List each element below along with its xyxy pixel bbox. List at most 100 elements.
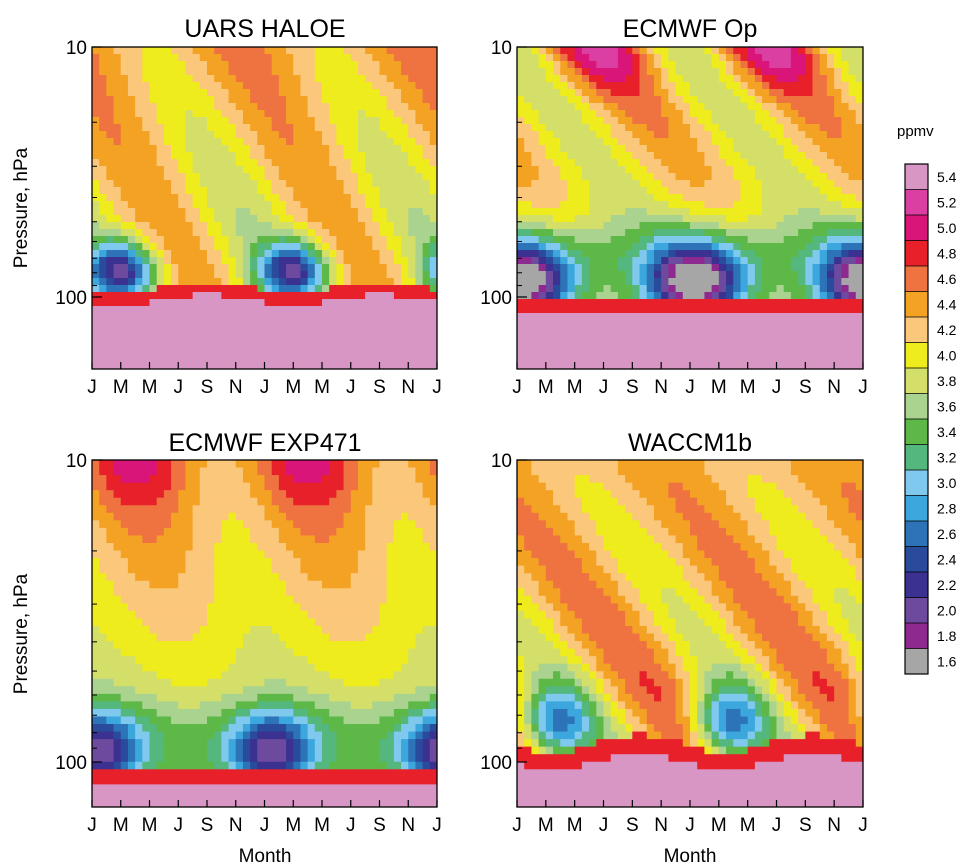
uars-haloe-cell: [322, 103, 330, 111]
ecmwf-op-cell: [646, 61, 655, 69]
uars-haloe-cell: [178, 47, 187, 55]
ecmwf-op-cell: [589, 215, 597, 223]
ecmwf-op-cell: [841, 334, 850, 342]
ecmwf-op-cell: [690, 278, 698, 286]
ecmwf-op-cell: [545, 334, 554, 342]
ecmwf-exp471-cell: [92, 693, 100, 702]
ecmwf-op-cell: [632, 194, 641, 202]
uars-haloe-cell: [286, 61, 294, 69]
ecmwf-op-cell: [834, 257, 842, 265]
uars-haloe-cell: [307, 124, 316, 132]
ecmwf-op-cell: [545, 159, 554, 167]
uars-haloe-cell: [221, 348, 230, 356]
ecmwf-op-cell: [517, 292, 525, 300]
uars-haloe-cell: [293, 250, 302, 258]
ecmwf-op-cell: [783, 194, 792, 202]
ecmwf-op-cell: [617, 341, 626, 349]
ecmwf-exp471-cell: [142, 761, 151, 770]
uars-haloe-cell: [192, 110, 201, 118]
uars-haloe-cell: [242, 313, 251, 321]
ecmwf-op-cell: [560, 327, 569, 335]
ecmwf-op-cell: [567, 89, 576, 97]
uars-haloe-cell: [343, 236, 352, 244]
ecmwf-op-cell: [747, 124, 756, 132]
ecmwf-op-cell: [625, 159, 633, 167]
ecmwf-op-cell: [812, 138, 821, 146]
ecmwf-exp471-cell: [106, 588, 115, 597]
ecmwf-op-cell: [704, 194, 713, 202]
ecmwf-op-cell: [596, 271, 605, 279]
ecmwf-op-cell: [596, 320, 605, 328]
ecmwf-op-cell: [848, 54, 857, 62]
uars-haloe-cell: [127, 152, 136, 160]
uars-haloe-cell: [221, 145, 230, 153]
uars-haloe-cell: [178, 236, 187, 244]
uars-haloe-cell: [92, 152, 100, 160]
ecmwf-op-cell: [617, 110, 626, 118]
ecmwf-op-cell: [625, 285, 633, 293]
uars-haloe-cell: [408, 138, 417, 146]
ecmwf-exp471-cell: [171, 595, 179, 604]
uars-haloe-cell: [214, 341, 222, 349]
ecmwf-exp471-cell: [99, 799, 107, 807]
uars-haloe-cell: [242, 355, 251, 363]
ecmwf-op-cell: [834, 243, 842, 251]
uars-haloe-cell: [142, 285, 151, 293]
uars-haloe-cell: [250, 292, 258, 300]
uars-haloe-cell: [357, 152, 366, 160]
ecmwf-op-cell: [769, 82, 778, 90]
uars-haloe-cell: [393, 173, 402, 181]
uars-haloe-cell: [207, 327, 215, 335]
ecmwf-exp471-cell: [149, 791, 158, 801]
uars-haloe-cell: [300, 159, 309, 167]
uars-haloe-cell: [307, 89, 316, 97]
ecmwf-op-cell: [531, 89, 540, 97]
ecmwf-op-cell: [639, 257, 648, 265]
uars-haloe-cell: [221, 61, 230, 69]
uars-haloe-cell: [357, 124, 366, 132]
uars-haloe-cell: [214, 47, 222, 55]
uars-haloe-cell: [386, 82, 395, 90]
ecmwf-exp471-cell: [92, 505, 100, 514]
ecmwf-exp471-cell: [163, 708, 172, 718]
ecmwf-op-cell: [740, 264, 749, 272]
ecmwf-op-cell: [646, 334, 655, 342]
uars-haloe-cell: [250, 131, 258, 139]
ecmwf-op-cell: [617, 54, 626, 62]
uars-haloe-cell: [142, 292, 151, 300]
uars-haloe-cell: [228, 264, 237, 272]
uars-haloe-cell: [214, 355, 222, 363]
uars-haloe-cell: [372, 194, 381, 202]
ecmwf-exp471-cell: [99, 776, 107, 785]
ecmwf-op-cell: [581, 334, 590, 342]
uars-haloe-cell: [293, 222, 302, 230]
uars-haloe-cell: [264, 173, 273, 181]
uars-haloe-cell: [365, 271, 373, 279]
ecmwf-op-cell: [617, 47, 626, 55]
ecmwf-op-cell: [790, 320, 799, 328]
ecmwf-op-cell: [617, 292, 626, 300]
ecmwf-exp471-cell: [156, 701, 165, 710]
uars-haloe-cell: [300, 47, 309, 55]
uars-haloe-cell: [92, 264, 100, 272]
uars-haloe-cell: [314, 313, 323, 321]
ecmwf-exp471-cell: [106, 746, 115, 755]
uars-haloe-cell: [214, 187, 222, 195]
uars-haloe-cell: [401, 47, 409, 55]
uars-haloe-cell: [314, 173, 323, 181]
uars-haloe-cell: [149, 159, 158, 167]
uars-haloe-cell: [293, 341, 302, 349]
ecmwf-op-cell: [675, 159, 684, 167]
ecmwf-op-cell: [668, 194, 677, 202]
ecmwf-op-cell: [668, 250, 677, 258]
uars-haloe-cell: [192, 362, 201, 369]
ecmwf-op-cell: [848, 264, 857, 272]
uars-haloe-cell: [207, 362, 215, 369]
uars-haloe-cell: [314, 299, 323, 307]
uars-haloe-cell: [264, 257, 273, 265]
uars-haloe-cell: [207, 110, 215, 118]
ecmwf-exp471-cell: [171, 708, 179, 718]
ecmwf-op-cell: [639, 362, 648, 369]
uars-haloe-cell: [386, 152, 395, 160]
ecmwf-op-cell: [855, 89, 863, 97]
